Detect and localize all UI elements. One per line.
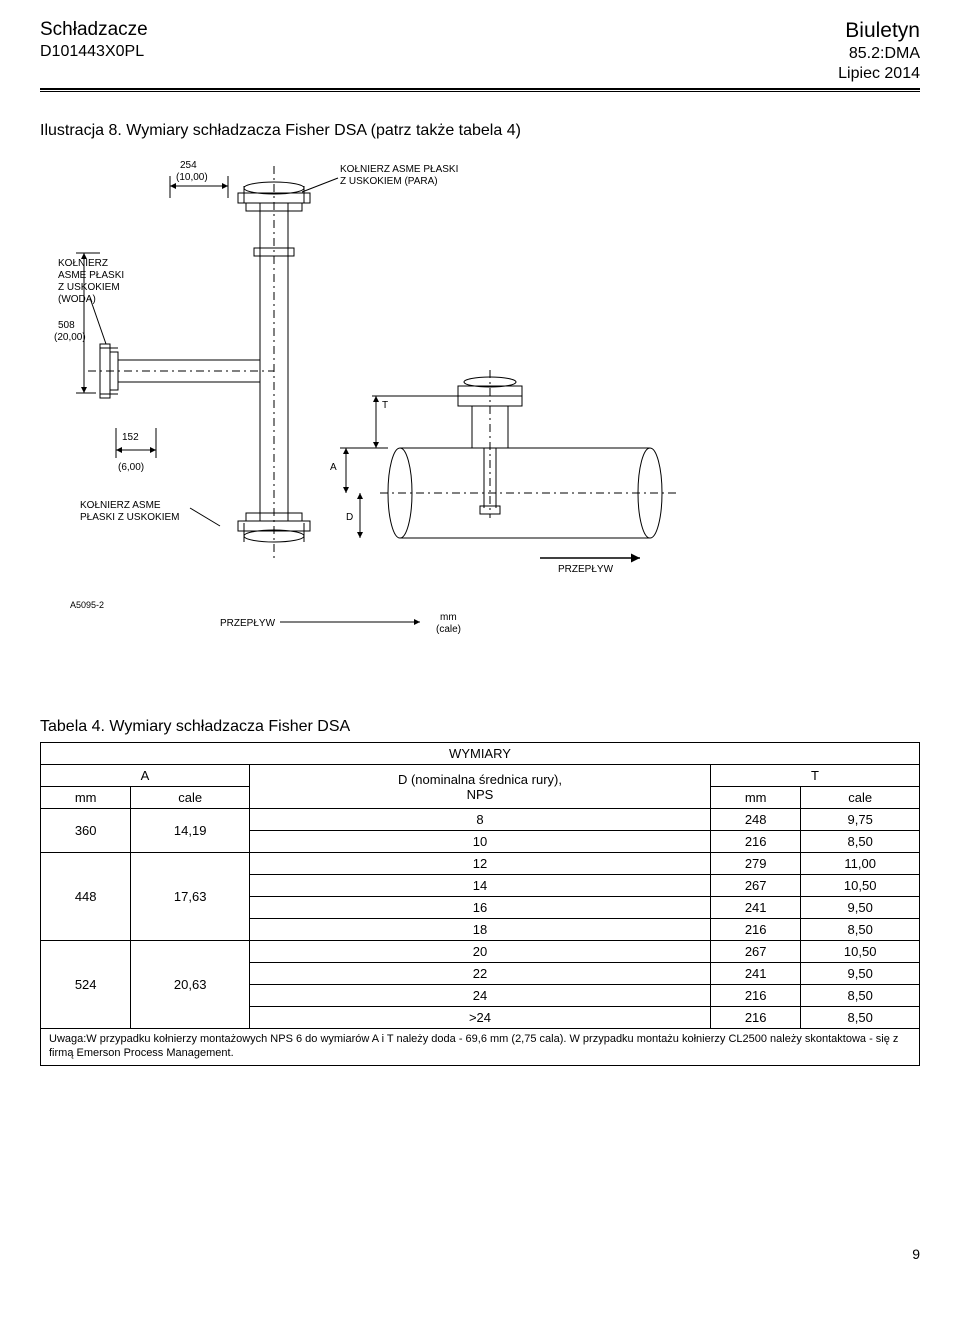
cell-D: 22 xyxy=(249,963,710,985)
left-flange-note-l2: ASME PŁASKI xyxy=(58,270,124,281)
cell-D: >24 xyxy=(249,1007,710,1029)
col-T: T xyxy=(710,765,919,787)
cell-D: 20 xyxy=(249,941,710,963)
cell-T-mm: 248 xyxy=(710,809,800,831)
cell-A-in: 14,19 xyxy=(131,809,250,853)
cell-D: 12 xyxy=(249,853,710,875)
cell-T-mm: 216 xyxy=(710,919,800,941)
table-row: 448 17,63 12 279 11,00 xyxy=(41,853,920,875)
header-left-title: Schładzacze xyxy=(40,18,148,42)
header-left: Schładzacze D101443X0PL xyxy=(40,18,148,84)
cell-D: 10 xyxy=(249,831,710,853)
cell-T-mm: 267 xyxy=(710,875,800,897)
cell-T-mm: 279 xyxy=(710,853,800,875)
content-area: Ilustracja 8. Wymiary schładzacza Fisher… xyxy=(0,92,960,1066)
flow-label: PRZEPŁYW xyxy=(558,564,614,575)
dim-254-in: (10,00) xyxy=(176,172,208,183)
cell-T-in: 8,50 xyxy=(801,831,920,853)
col-T-mm: mm xyxy=(710,787,800,809)
col-A: A xyxy=(41,765,250,787)
cell-T-in: 8,50 xyxy=(801,919,920,941)
cell-T-in: 8,50 xyxy=(801,985,920,1007)
cell-D: 14 xyxy=(249,875,710,897)
dimensions-table: WYMIARY A D (nominalna średnica rury), N… xyxy=(40,742,920,1029)
cell-A-mm: 448 xyxy=(41,853,131,941)
dim-254: 254 xyxy=(180,160,197,171)
cell-A-in: 20,63 xyxy=(131,941,250,1029)
header-right: Biuletyn 85.2:DMA Lipiec 2014 xyxy=(838,18,920,84)
table-header-wymiary: WYMIARY xyxy=(41,743,920,765)
left-flange-note-l3: Z USKOKIEM xyxy=(58,282,120,293)
table-caption: Tabela 4. Wymiary schładzacza Fisher DSA xyxy=(40,718,920,736)
header-right-sub1: 85.2:DMA xyxy=(838,44,920,64)
figure-ref: A5095-2 xyxy=(70,600,104,610)
col-D: D (nominalna średnica rury), NPS xyxy=(249,765,710,809)
left-flange-note-l4: (WODA) xyxy=(58,294,96,305)
left-flange-note-l1: KOŁNIERZ xyxy=(58,258,108,269)
units-l2: (cale) xyxy=(436,624,461,635)
cell-T-in: 10,50 xyxy=(801,941,920,963)
cell-A-mm: 360 xyxy=(41,809,131,853)
cell-T-mm: 241 xyxy=(710,897,800,919)
cell-T-in: 11,00 xyxy=(801,853,920,875)
figure-caption: Ilustracja 8. Wymiary schładzacza Fisher… xyxy=(40,122,920,140)
cell-T-mm: 267 xyxy=(710,941,800,963)
page-header: Schładzacze D101443X0PL Biuletyn 85.2:DM… xyxy=(0,0,960,84)
table-row: 524 20,63 20 267 10,50 xyxy=(41,941,920,963)
cell-T-mm: 216 xyxy=(710,985,800,1007)
cell-T-mm: 241 xyxy=(710,963,800,985)
cell-T-in: 9,50 xyxy=(801,897,920,919)
col-A-cale: cale xyxy=(131,787,250,809)
bottom-flange-note-l1: KOŁNIERZ ASME xyxy=(80,500,161,511)
header-rule-thick xyxy=(40,88,920,90)
dsa-diagram-svg: 254 (10,00) KOŁNIERZ ASME PŁASKI Z USKOK… xyxy=(40,148,740,668)
col-D-line2: NPS xyxy=(467,787,494,802)
dim-508: 508 xyxy=(58,320,75,331)
diagram: 254 (10,00) KOŁNIERZ ASME PŁASKI Z USKOK… xyxy=(40,148,920,668)
cell-T-mm: 216 xyxy=(710,1007,800,1029)
col-T-cale: cale xyxy=(801,787,920,809)
flow-axis-label: PRZEPŁYW xyxy=(220,618,276,629)
col-A-mm: mm xyxy=(41,787,131,809)
cell-A-in: 17,63 xyxy=(131,853,250,941)
cell-D: 24 xyxy=(249,985,710,1007)
units-l1: mm xyxy=(440,612,457,623)
header-right-sub2: Lipiec 2014 xyxy=(838,64,920,84)
bottom-flange-note-l2: PŁASKI Z USKOKIEM xyxy=(80,512,179,523)
cell-A-mm: 524 xyxy=(41,941,131,1029)
table-row: 360 14,19 8 248 9,75 xyxy=(41,809,920,831)
cell-D: 16 xyxy=(249,897,710,919)
cell-T-in: 10,50 xyxy=(801,875,920,897)
dim-152: 152 xyxy=(122,432,139,443)
top-flange-note-l1: KOŁNIERZ ASME PŁASKI xyxy=(340,164,458,175)
cell-T-in: 9,50 xyxy=(801,963,920,985)
cell-D: 18 xyxy=(249,919,710,941)
table-note: Uwaga:W przypadku kołnierzy montażowych … xyxy=(40,1029,920,1066)
header-left-sub: D101443X0PL xyxy=(40,42,148,62)
top-flange-note-l2: Z USKOKIEM (PARA) xyxy=(340,176,438,187)
page-number: 9 xyxy=(0,1066,960,1262)
header-right-title: Biuletyn xyxy=(838,18,920,44)
cell-T-in: 9,75 xyxy=(801,809,920,831)
dim-508-in: (20,00) xyxy=(54,332,86,343)
label-A: A xyxy=(330,462,337,473)
label-D: D xyxy=(346,512,353,523)
dim-152-in: (6,00) xyxy=(118,462,144,473)
cell-D: 8 xyxy=(249,809,710,831)
col-D-line1: D (nominalna średnica rury), xyxy=(398,772,562,787)
cell-T-in: 8,50 xyxy=(801,1007,920,1029)
label-T: T xyxy=(382,400,388,411)
cell-T-mm: 216 xyxy=(710,831,800,853)
